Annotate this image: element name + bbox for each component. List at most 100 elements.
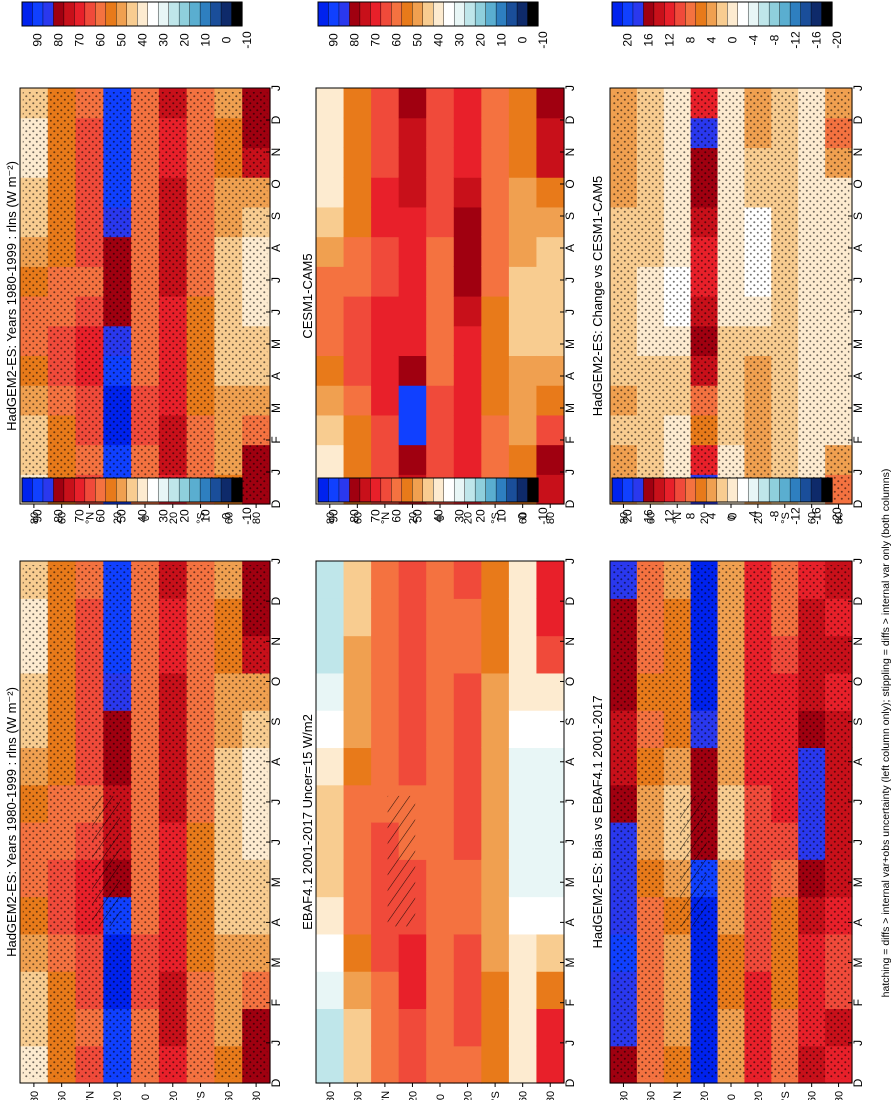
month-tick-label: J: [563, 469, 577, 475]
footnote: hatching = diffs > internal var+obs unce…: [880, 469, 892, 998]
heat-cell: [316, 355, 345, 386]
colorbar-swatch: [821, 1, 833, 27]
lat-tick-label: 80: [545, 1091, 557, 1100]
lat-tick-label: 20: [463, 1091, 475, 1100]
colorbar-swatch: [716, 477, 728, 503]
colorbar-label: 90: [327, 33, 341, 47]
heat-cell: [508, 147, 538, 178]
month-tick-label: S: [851, 718, 865, 726]
colorbar-swatch: [137, 477, 149, 503]
heat-cell: [453, 971, 482, 1010]
month-tick-label: F: [851, 999, 865, 1006]
month-tick-label: J: [269, 1040, 283, 1046]
heat-cell: [371, 561, 400, 599]
heat-cell: [316, 325, 345, 357]
lat-tick-label: 20: [407, 1091, 419, 1100]
lat-tick-label: 0: [140, 1094, 152, 1100]
month-tick-label: D: [563, 596, 577, 605]
colorbar-swatch: [189, 477, 201, 503]
heat-cell: [536, 206, 565, 238]
month-tick-label: J: [851, 469, 865, 475]
lat-tick-label: °N: [672, 1091, 684, 1100]
heat-cell: [481, 672, 510, 711]
heat-cell: [536, 236, 565, 267]
month-tick-label: M: [851, 958, 865, 968]
heat-cell: [316, 177, 345, 208]
colorbar-swatch: [391, 477, 403, 503]
lat-tick-label: 80: [618, 512, 630, 524]
heat-cell: [316, 598, 345, 637]
heat-cell: [398, 1045, 427, 1084]
lat-tick-label: 0: [435, 515, 447, 521]
colorbar-swatch: [328, 477, 340, 503]
colorbar-frame: [21, 477, 243, 503]
heat-cell: [371, 385, 400, 416]
heat-cell: [481, 236, 510, 267]
heat-cell: [426, 206, 455, 238]
colorbar-label: 20: [177, 509, 191, 523]
heat-cell: [316, 747, 345, 786]
heat-cell: [426, 822, 455, 860]
lat-tick-label: °S: [490, 1091, 502, 1100]
lat-tick-label: °S: [780, 1091, 792, 1100]
panel-3: 80 60 °N 20 0 20 °S 60 80DJFMAMJJASONDJHadGEM2-E…: [4, 85, 283, 524]
colorbar-label: -16: [809, 507, 823, 525]
heat-cell: [343, 236, 372, 267]
colorbar-label: 30: [156, 509, 170, 523]
colorbar-swatch: [137, 1, 149, 27]
panel-4: 80 60 °N 20 0 20 °S 60 80DJFMAMJJASONDJCESM1-CAM…: [300, 85, 577, 524]
heat-cell: [398, 561, 427, 599]
heat-cell: [426, 859, 455, 898]
colorbar-swatch: [674, 477, 686, 503]
lat-tick-label: 80: [834, 512, 846, 524]
lat-tick-label: 80: [545, 512, 557, 524]
month-tick-label: J: [563, 309, 577, 315]
colorbar-swatch: [391, 1, 403, 27]
colorbar-swatch: [758, 477, 770, 503]
colorbar-swatch: [433, 477, 445, 503]
colorbar-label: 0: [219, 36, 233, 43]
colorbars-layer: 90 80 70 60 50 40 30 20 10 0 -10 90 80 70 60 50 40 30 20 10…: [21, 1, 844, 525]
heat-cell: [453, 1008, 482, 1047]
lat-tick-label: 60: [807, 512, 819, 524]
colorbar-swatch: [695, 477, 707, 503]
heat-cell: [481, 355, 510, 386]
heat-cell: [453, 933, 482, 972]
heat-cell: [508, 117, 538, 149]
month-tick-label: J: [563, 799, 577, 805]
month-tick-label: A: [851, 372, 865, 380]
heat-cell: [371, 147, 400, 178]
heat-cell: [343, 822, 372, 860]
lat-tick-label: 60: [518, 1091, 530, 1100]
colorbar-swatch: [516, 1, 529, 27]
colorbar-label: -10: [240, 507, 254, 525]
colorbar-swatch: [21, 1, 34, 27]
heat-cell: [481, 561, 510, 599]
heat-cell: [508, 355, 538, 386]
month-tick-label: M: [563, 958, 577, 968]
colorbar-swatch: [768, 1, 781, 27]
month-tick-label: S: [563, 212, 577, 220]
colorbar-label: -12: [788, 507, 802, 525]
colorbar-swatch: [474, 477, 487, 503]
colorbar-swatch: [527, 477, 539, 503]
lat-tick-label: °N: [672, 512, 684, 524]
heat-cell: [508, 598, 538, 637]
colorbar-swatch: [231, 1, 243, 27]
colorbar-swatch: [210, 477, 222, 503]
heat-cell: [426, 177, 455, 208]
heat-cell: [536, 147, 565, 178]
heat-cell: [398, 444, 427, 475]
colorbar-swatch: [464, 477, 476, 503]
month-tick-label: M: [269, 339, 283, 349]
heat-cell: [343, 206, 372, 238]
month-tick-label: O: [563, 179, 577, 188]
colorbar-frame: [21, 1, 243, 27]
colorbar-swatch: [42, 1, 55, 27]
heat-cell: [371, 266, 400, 297]
heat-cell: [508, 325, 538, 357]
colorbar-swatch: [168, 1, 180, 27]
month-tick-label: S: [851, 212, 865, 220]
heat-cell: [453, 355, 482, 386]
heat-cell: [536, 710, 565, 749]
